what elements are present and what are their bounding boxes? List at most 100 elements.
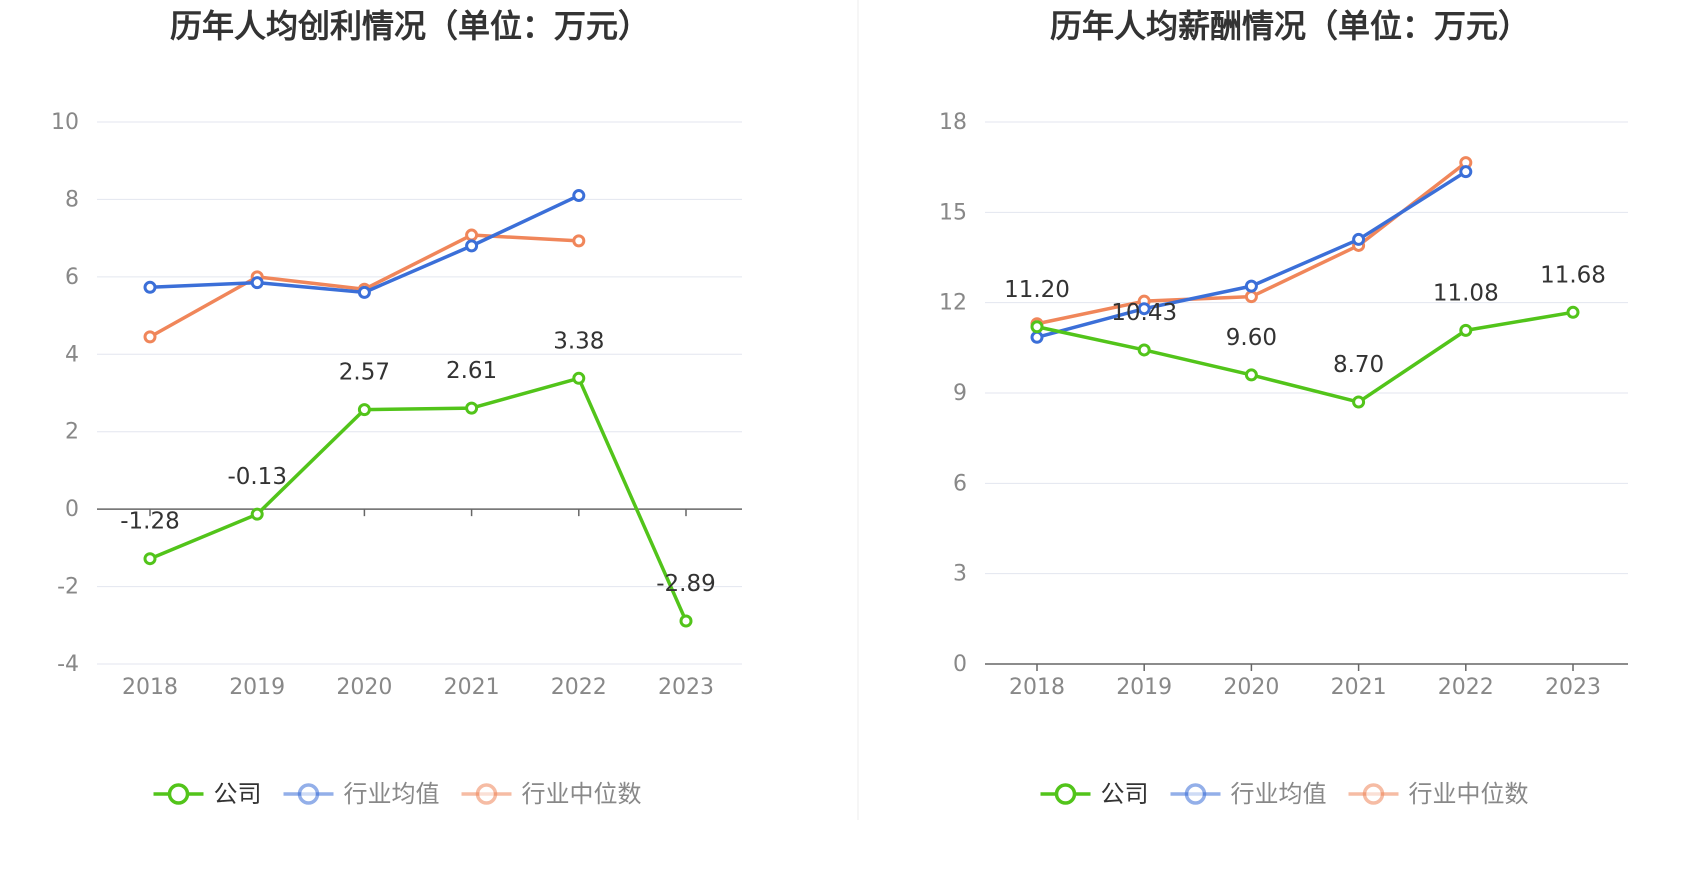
data-point[interactable]	[357, 285, 371, 299]
x-tick-label: 2020	[336, 675, 392, 700]
y-tick-label: 8	[65, 187, 79, 212]
data-point[interactable]	[1244, 368, 1258, 382]
chart-1-y-tick-labels: 10 8 6 4 2 0 -2 -4	[51, 110, 79, 677]
chart-1: 历年人均创利情况（单位：万元） 10 8 6 4 2 0 -2 -4 2018 2019 2020…	[51, 7, 742, 808]
data-point[interactable]	[572, 371, 586, 385]
data-point[interactable]	[1459, 323, 1473, 337]
legend-item[interactable]: 行业中位数	[1348, 780, 1529, 808]
data-label: 2.61	[446, 358, 497, 384]
legend-marker-icon	[1054, 783, 1077, 805]
chart-2-y-tick-labels: 18 15 12 9 6 3 0	[939, 110, 967, 677]
x-tick-label: 2021	[1331, 675, 1387, 700]
y-tick-label: 9	[953, 381, 967, 406]
legend-marker-icon	[1362, 783, 1385, 805]
series-line	[1035, 310, 1575, 404]
x-tick-label: 2019	[1116, 675, 1172, 700]
x-tick-label: 2023	[658, 675, 714, 700]
chart-2-legend[interactable]: 公司 行业均值 行业中位数	[1040, 780, 1529, 808]
y-tick-label: -4	[57, 652, 79, 677]
chart-1-legend[interactable]: 公司 行业均值 行业中位数	[153, 780, 642, 808]
data-point[interactable]	[572, 189, 586, 203]
data-point[interactable]	[143, 280, 157, 294]
legend-marker-icon	[167, 783, 190, 805]
y-tick-label: 12	[939, 291, 967, 316]
data-label: 10.43	[1111, 300, 1177, 326]
chart-1-grid	[97, 121, 742, 665]
data-point[interactable]	[1137, 302, 1151, 316]
data-label: -0.13	[227, 464, 287, 490]
y-tick-label: 0	[65, 497, 79, 522]
data-point[interactable]	[465, 401, 479, 415]
chart-1-x-axis: 2018 2019 2020 2021 2022 2023	[97, 508, 742, 700]
y-tick-label: 3	[953, 562, 967, 587]
x-tick-label: 2018	[122, 675, 178, 700]
data-point[interactable]	[143, 552, 157, 566]
chart-2-grid	[985, 121, 1628, 575]
legend-item[interactable]: 行业中位数	[461, 780, 642, 808]
chart-2-series	[1030, 156, 1580, 409]
data-point[interactable]	[1030, 330, 1044, 344]
data-label: 11.08	[1433, 280, 1499, 306]
series-line	[148, 376, 688, 623]
y-tick-label: 18	[939, 110, 967, 135]
data-label: 3.38	[553, 328, 604, 354]
chart-1-title: 历年人均创利情况（单位：万元）	[170, 7, 650, 45]
data-point[interactable]	[1352, 395, 1366, 409]
legend-marker-icon	[475, 783, 498, 805]
x-tick-label: 2021	[444, 675, 500, 700]
data-point[interactable]	[465, 239, 479, 253]
chart-2-data-labels: 11.20 10.43 9.60 8.70 11.08 11.68	[1004, 262, 1606, 378]
x-tick-label: 2020	[1223, 675, 1279, 700]
data-point[interactable]	[1030, 320, 1044, 334]
series-line	[1035, 169, 1468, 340]
data-point[interactable]	[1244, 279, 1258, 293]
data-point[interactable]	[1352, 232, 1366, 246]
legend-marker-icon	[297, 783, 320, 805]
data-label: -1.28	[120, 509, 180, 535]
series-line	[148, 193, 581, 295]
y-tick-label: -2	[57, 575, 79, 600]
data-point[interactable]	[1137, 343, 1151, 357]
data-point[interactable]	[1566, 305, 1580, 319]
data-point[interactable]	[143, 330, 157, 344]
x-tick-label: 2018	[1009, 675, 1065, 700]
legend-item[interactable]: 公司	[153, 780, 262, 808]
legend-label: 行业均值	[1231, 780, 1327, 808]
y-tick-label: 15	[939, 200, 967, 225]
legend-marker-icon	[1184, 783, 1207, 805]
legend-item[interactable]: 公司	[1040, 780, 1149, 808]
chart-2-x-axis: 2018 2019 2020 2021 2022 2023	[985, 663, 1628, 700]
y-tick-label: 10	[51, 110, 79, 135]
y-tick-label: 2	[65, 420, 79, 445]
y-tick-label: 4	[65, 342, 79, 367]
data-label: 11.68	[1540, 262, 1606, 288]
x-tick-label: 2022	[551, 675, 607, 700]
legend-item[interactable]: 行业均值	[1170, 780, 1327, 808]
legend-label: 公司	[1101, 780, 1149, 808]
data-label: 9.60	[1226, 325, 1277, 351]
x-tick-label: 2019	[229, 675, 285, 700]
data-label: 8.70	[1333, 352, 1384, 378]
data-point[interactable]	[465, 228, 479, 242]
chart-1-data-labels: -1.28 -0.13 2.57 2.61 3.38 -2.89	[120, 328, 716, 597]
data-label: 2.57	[339, 360, 390, 386]
data-point[interactable]	[679, 614, 693, 628]
data-point[interactable]	[1459, 165, 1473, 179]
data-point[interactable]	[250, 276, 264, 290]
legend-label: 行业中位数	[1409, 780, 1529, 808]
data-label: -2.89	[656, 571, 716, 597]
x-tick-label: 2023	[1545, 675, 1601, 700]
legend-label: 公司	[214, 780, 262, 808]
chart-1-series	[143, 189, 693, 628]
legend-item[interactable]: 行业均值	[283, 780, 440, 808]
data-label: 11.20	[1004, 277, 1070, 303]
x-tick-label: 2022	[1438, 675, 1494, 700]
data-point[interactable]	[250, 507, 264, 521]
data-point[interactable]	[357, 403, 371, 417]
data-point[interactable]	[572, 234, 586, 248]
data-point[interactable]	[1244, 290, 1258, 304]
y-tick-label: 6	[953, 471, 967, 496]
